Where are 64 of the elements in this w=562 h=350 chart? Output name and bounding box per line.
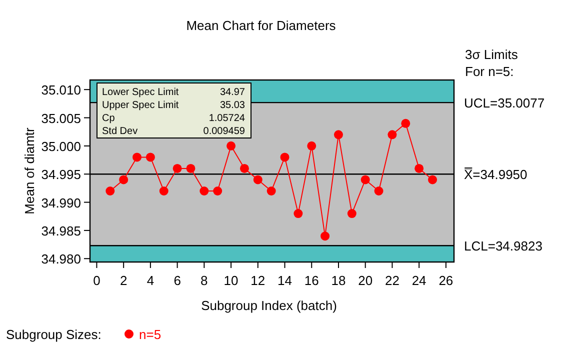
point	[226, 141, 236, 150]
point	[106, 186, 115, 196]
point	[360, 175, 370, 184]
x-tick-label: 14	[278, 273, 292, 288]
legend-title: Subgroup Sizes:	[6, 327, 102, 342]
point	[414, 164, 424, 173]
annotation: Cp	[102, 113, 116, 124]
x-tick-label: 26	[438, 273, 454, 288]
point	[253, 175, 262, 184]
point	[280, 152, 290, 162]
point	[334, 130, 343, 140]
x-tick-label: 8	[200, 273, 208, 288]
point	[200, 186, 209, 196]
text: 3σ Limits	[465, 47, 518, 62]
x-tick-label: 10	[224, 273, 238, 288]
point	[213, 186, 222, 196]
text: 34.980	[41, 252, 81, 267]
x-tick-label: 4	[146, 273, 154, 288]
x-tick-label: 22	[384, 273, 400, 288]
x-axis-title: Subgroup Index (batch)	[201, 298, 337, 313]
point	[388, 130, 397, 140]
point	[186, 164, 196, 173]
x-tick-label: 12	[250, 273, 266, 288]
point	[159, 186, 168, 196]
point	[374, 186, 384, 196]
text: 35.000	[41, 138, 81, 154]
annotation: 35.03	[220, 100, 246, 111]
point	[119, 175, 128, 184]
text: 34.990	[41, 195, 81, 210]
x-tick-label: 24	[412, 273, 426, 288]
text: 35.010	[41, 82, 81, 98]
x-tick-label: 18	[331, 273, 346, 288]
x-tick-label: 0	[93, 273, 100, 288]
annotation: Std Dev	[102, 126, 138, 137]
x-tick-label: 16	[304, 273, 319, 288]
point	[320, 232, 330, 241]
annotation: 0.009459	[203, 126, 246, 137]
annotation: Lower Spec Limit	[102, 87, 179, 98]
point	[428, 175, 438, 184]
annotation: 1.05724	[208, 113, 246, 124]
text: 34.995	[41, 167, 81, 182]
ref-line-label: X̿=34.9950	[464, 167, 528, 182]
y-axis-title: Mean of diamtr	[22, 126, 37, 214]
ref-line-label: LCL=34.9823	[464, 238, 542, 254]
point	[294, 209, 303, 218]
legend-label: n=5	[139, 327, 162, 342]
point	[240, 164, 249, 173]
point	[132, 152, 142, 162]
point	[266, 186, 276, 196]
annotation: Upper Spec Limit	[102, 100, 179, 111]
point	[307, 141, 316, 150]
text: For n=5:	[465, 64, 514, 79]
x-tick-label: 6	[174, 273, 181, 288]
text: 35.005	[41, 110, 81, 126]
point	[172, 164, 182, 173]
point	[146, 152, 155, 162]
chart-title: Mean Chart for Diameters	[186, 18, 336, 33]
point	[401, 118, 410, 128]
x-tick-label: 20	[358, 273, 373, 288]
ref-line-label: UCL=35.0077	[464, 96, 545, 111]
text: 34.985	[41, 223, 81, 238]
x-tick-label: 2	[120, 273, 128, 288]
annotation: 34.97	[220, 87, 246, 98]
point	[347, 209, 356, 218]
